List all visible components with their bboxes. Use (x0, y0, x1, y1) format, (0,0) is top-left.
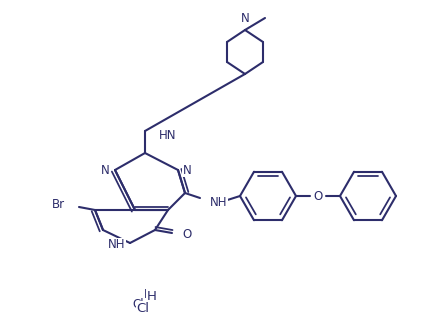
Text: NH: NH (107, 239, 125, 252)
Text: N: N (183, 164, 192, 176)
Text: N: N (101, 164, 110, 176)
Text: H: H (147, 290, 157, 303)
Text: Br: Br (52, 199, 65, 212)
Text: O: O (313, 190, 323, 203)
Text: H: H (144, 289, 152, 302)
Text: O: O (182, 228, 191, 242)
Text: Cl: Cl (132, 299, 144, 311)
Text: NH: NH (210, 197, 227, 210)
Text: Cl: Cl (136, 302, 149, 314)
Text: HN: HN (159, 128, 177, 141)
Text: N: N (241, 12, 249, 25)
